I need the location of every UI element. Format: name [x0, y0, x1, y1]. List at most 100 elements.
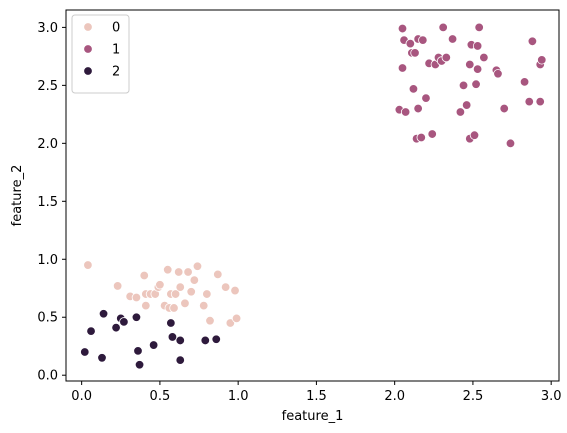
scatter-point-series-1: [447, 34, 458, 44]
scatter-point-series-1: [527, 36, 538, 47]
scatter-point-series-0: [180, 298, 190, 309]
scatter-point-series-1: [397, 23, 408, 34]
legend-marker-1: [83, 44, 93, 54]
scatter-point-series-1: [469, 130, 480, 140]
scatter-point-series-1: [474, 22, 484, 33]
scatter-point-series-1: [438, 22, 448, 33]
scatter-point-series-0: [189, 275, 200, 285]
x-tick-label: 2.0: [384, 389, 405, 404]
y-tick-label: 0.0: [37, 369, 58, 384]
x-tick-label: 0.5: [150, 389, 171, 404]
scatter-point-series-2: [119, 317, 129, 327]
scatter-point-series-0: [170, 289, 181, 299]
scatter-point-series-1: [441, 52, 452, 63]
scatter-point-series-0: [186, 287, 196, 297]
scatter-point-series-1: [418, 35, 428, 45]
scatter-point-series-2: [111, 322, 121, 333]
scatter-point-series-0: [112, 281, 123, 291]
scatter-point-series-2: [175, 355, 185, 365]
scatter-point-series-1: [427, 129, 437, 139]
scatter-point-series-2: [211, 334, 221, 344]
scatter-point-series-0: [231, 313, 242, 324]
scatter-point-series-0: [173, 267, 184, 277]
scatter-point-series-1: [493, 69, 503, 79]
scatter-point-series-1: [519, 77, 530, 87]
scatter-point-series-0: [169, 303, 179, 313]
y-tick-label: 2.5: [37, 79, 58, 94]
y-tick-label: 1.5: [37, 195, 58, 210]
scatter-point-series-0: [205, 316, 215, 326]
x-tick-label: 1.0: [228, 389, 249, 404]
legend-label-2: 2: [112, 65, 120, 80]
scatter-point-series-1: [416, 132, 426, 143]
x-tick-label: 2.5: [463, 389, 484, 404]
scatter-point-series-1: [413, 103, 423, 114]
y-axis-label: feature_2: [10, 165, 25, 227]
scatter-point-series-0: [163, 265, 173, 275]
scatter-point-series-1: [479, 52, 489, 63]
scatter-point-series-1: [524, 96, 534, 107]
scatter-point-series-1: [408, 84, 419, 94]
x-tick-label: 3.0: [541, 389, 562, 404]
scatter-point-series-0: [213, 269, 223, 280]
scatter-point-series-0: [83, 260, 93, 270]
scatter-point-series-2: [133, 346, 143, 356]
points-layer: [80, 22, 547, 370]
scatter-point-series-1: [397, 63, 408, 73]
scatter-point-series-2: [148, 340, 159, 350]
scatter-point-series-2: [167, 332, 178, 342]
scatter-point-series-0: [199, 300, 209, 311]
x-axis-label: feature_1: [282, 409, 344, 424]
legend-marker-0: [83, 22, 93, 32]
scatter-point-series-2: [134, 360, 145, 370]
scatter-point-series-0: [202, 289, 212, 299]
scatter-point-series-0: [155, 280, 165, 290]
scatter-point-series-0: [139, 270, 149, 281]
scatter-point-series-0: [131, 292, 142, 303]
plot-frame: [65, 9, 560, 382]
y-tick-label: 0.5: [37, 311, 58, 326]
scatter-point-series-0: [192, 261, 203, 271]
scatter-point-series-1: [535, 96, 545, 107]
scatter-point-series-1: [499, 103, 509, 114]
y-tick-label: 3.0: [37, 21, 58, 36]
scatter-point-series-1: [421, 93, 431, 103]
scatter-point-series-2: [97, 353, 107, 363]
scatter-point-series-1: [472, 64, 483, 74]
scatter-point-series-1: [465, 59, 475, 70]
scatter-point-series-1: [405, 38, 416, 49]
scatter-point-series-2: [131, 312, 142, 322]
scatter-point-series-0: [141, 300, 151, 311]
y-tick-label: 1.0: [37, 253, 58, 268]
legend-label-1: 1: [112, 43, 120, 58]
scatter-point-series-0: [230, 285, 240, 296]
scatter-point-series-1: [461, 100, 472, 110]
legend: 0 1 2: [71, 14, 130, 94]
x-tick-label: 1.5: [306, 389, 327, 404]
scatter-point-series-1: [400, 107, 411, 117]
scatter-point-series-2: [200, 335, 210, 346]
scatter-point-series-1: [472, 41, 483, 51]
scatter-point-series-2: [86, 326, 96, 336]
x-tick-label: 0.0: [71, 389, 92, 404]
x-axis-ticks: 0.0 0.5 1.0 1.5 2.0 2.5 3.0: [71, 381, 562, 404]
scatter-point-series-2: [175, 335, 185, 346]
scatter-point-series-0: [183, 267, 193, 277]
scatter-point-series-1: [455, 107, 466, 117]
scatter-point-series-0: [225, 318, 236, 328]
scatter-point-series-1: [410, 48, 420, 58]
scatter-point-series-1: [458, 80, 469, 91]
scatter-point-series-1: [471, 79, 481, 89]
y-axis-ticks: 0.0 0.5 1.0 1.5 2.0 2.5 3.0: [37, 21, 66, 384]
scatter-point-series-0: [220, 282, 231, 292]
scatter-point-series-1: [537, 55, 547, 65]
y-tick-label: 2.0: [37, 137, 58, 152]
scatter-point-series-1: [505, 138, 516, 149]
legend-label-0: 0: [112, 21, 120, 36]
scatter-point-series-2: [166, 318, 176, 328]
scatter-point-series-2: [80, 347, 90, 357]
legend-box: [71, 14, 130, 94]
scatter-point-series-2: [98, 309, 109, 319]
legend-marker-2: [83, 66, 93, 76]
